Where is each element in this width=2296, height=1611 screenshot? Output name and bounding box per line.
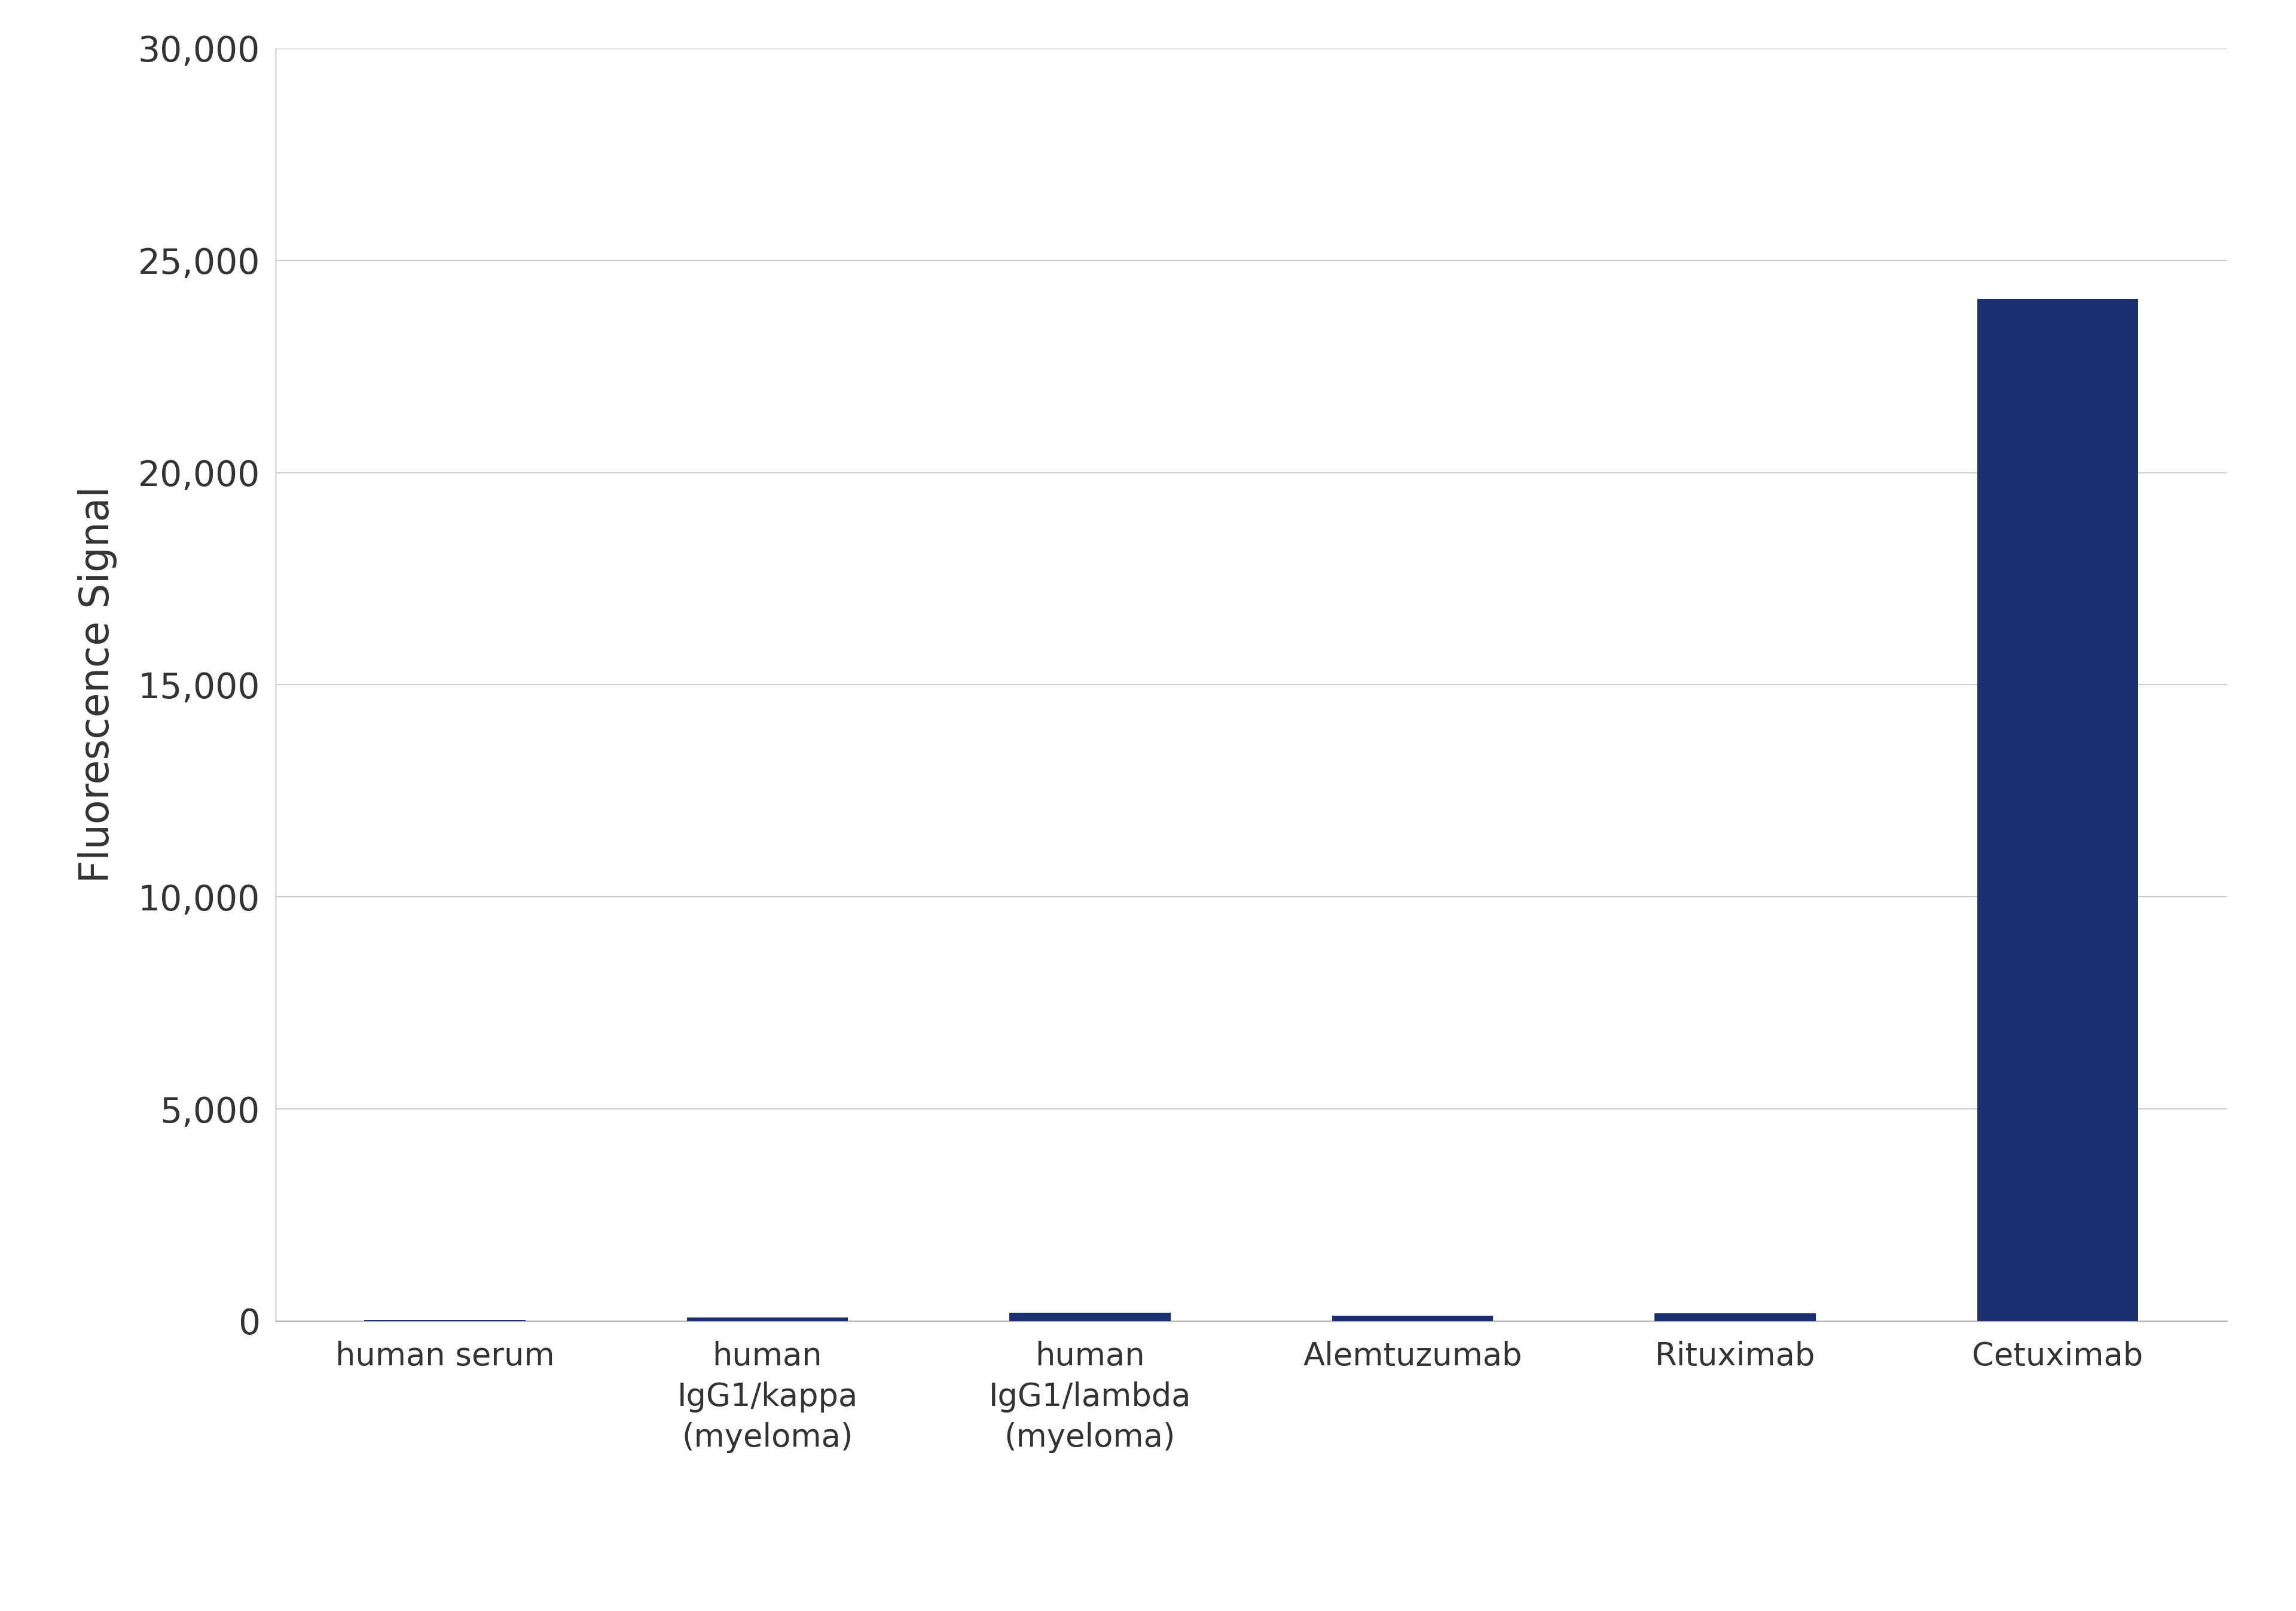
Y-axis label: Fluorescence Signal: Fluorescence Signal [78, 487, 117, 883]
Bar [1655, 1313, 1816, 1321]
Bar [1010, 1313, 1171, 1321]
Bar [1332, 1316, 1492, 1321]
Bar [687, 1318, 847, 1321]
Bar [1977, 298, 2138, 1321]
